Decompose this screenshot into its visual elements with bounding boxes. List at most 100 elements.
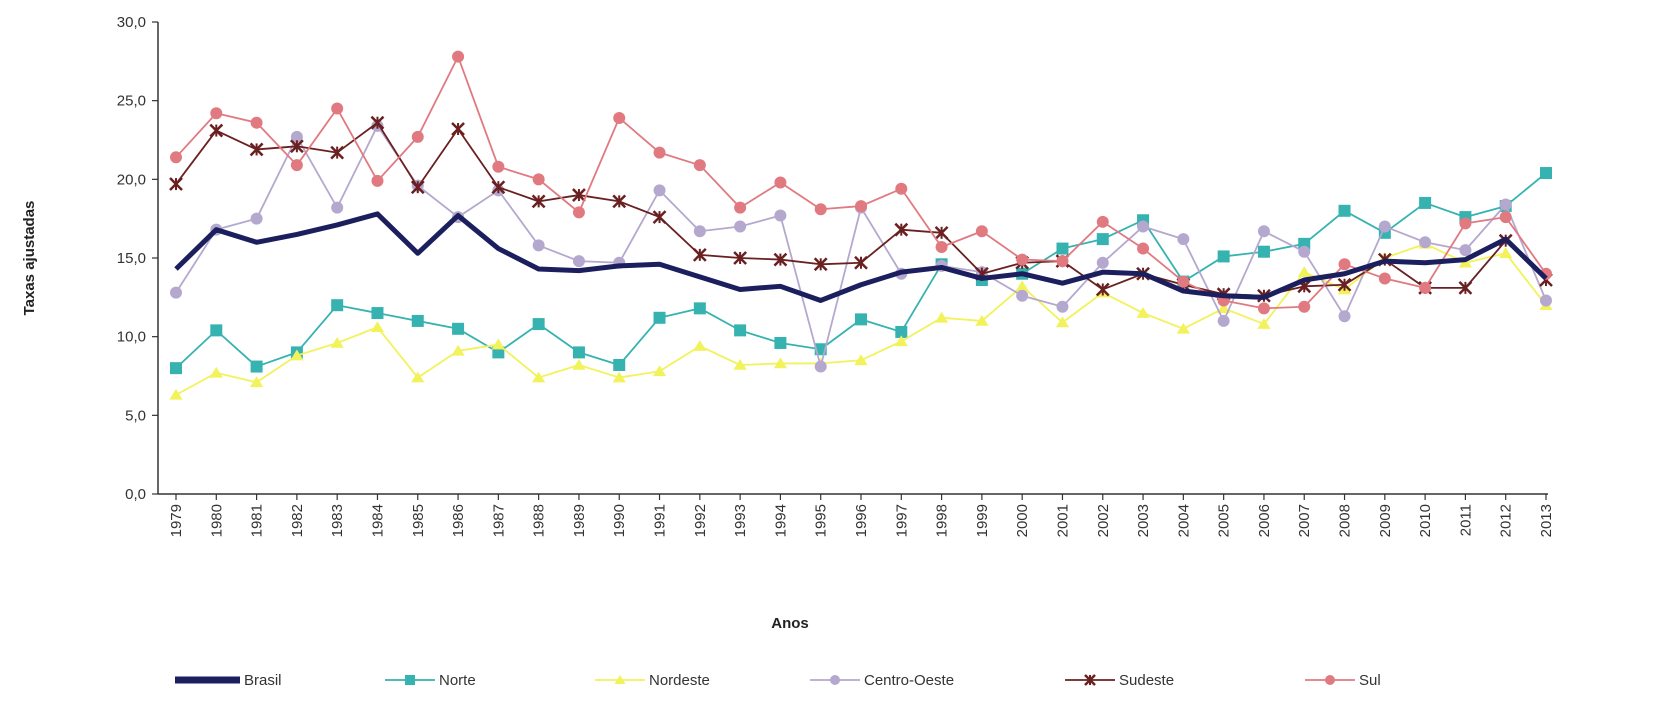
data-point-sul [492, 160, 505, 173]
data-point-nordeste [975, 314, 989, 326]
data-point-sul [1419, 281, 1432, 294]
x-tick-label: 1986 [450, 504, 467, 537]
data-point-norte [250, 360, 263, 373]
data-point-sudeste [894, 222, 909, 237]
data-point-centro-oeste [290, 130, 303, 143]
data-point-sul [532, 173, 545, 186]
x-tick-label: 1980 [208, 504, 225, 537]
data-point-nordeste [491, 338, 505, 350]
data-point-sudeste [692, 247, 707, 262]
data-point-nordeste [934, 311, 949, 323]
legend-item-centro-oeste: Centro-Oeste [810, 672, 954, 689]
data-point-sul [774, 176, 787, 189]
data-point-sul [975, 225, 988, 238]
series-brasil [174, 211, 1548, 303]
series-line-brasil [174, 211, 1548, 303]
data-point-nordeste [532, 371, 546, 383]
data-point-centro-oeste [1298, 245, 1311, 258]
x-tick-label: 2012 [1498, 504, 1515, 537]
data-point-sudeste [249, 142, 264, 157]
data-point-nordeste [1136, 307, 1150, 318]
legend-item-brasil: Brasil [175, 672, 282, 689]
y-tick-label: 0,0 [125, 486, 146, 503]
data-point-sudeste [491, 180, 506, 195]
data-point-norte [1540, 167, 1552, 180]
legend-item-norte: Norte [385, 672, 476, 689]
x-tick-label: 1993 [732, 504, 749, 537]
data-point-sudeste [410, 180, 425, 195]
data-point-nordeste [1297, 266, 1311, 277]
x-axis-title: Anos [771, 615, 809, 632]
data-point-norte [1096, 233, 1109, 246]
data-point-sul [613, 111, 626, 124]
data-point-norte [1257, 245, 1270, 258]
data-point-sul [1378, 272, 1391, 285]
data-point-sudeste [451, 122, 465, 136]
y-tick-label: 25,0 [117, 93, 146, 110]
data-point-nordeste [169, 388, 183, 400]
data-point-nordeste [854, 354, 868, 366]
data-point-nordeste [894, 335, 908, 347]
data-point-sul [935, 240, 948, 253]
data-point-sudeste [209, 123, 224, 138]
y-tick-label: 5,0 [125, 407, 146, 424]
data-point-nordeste [1257, 318, 1271, 329]
data-point-centro-oeste [1378, 220, 1391, 233]
data-point-sul [693, 159, 706, 172]
data-point-sul [855, 200, 867, 213]
x-tick-label: 2002 [1095, 504, 1112, 537]
legend-label: Nordeste [649, 672, 710, 689]
x-tick-label: 1998 [934, 504, 951, 537]
data-point-norte [371, 307, 384, 320]
x-tick-label: 1992 [692, 504, 709, 537]
data-point-sul [572, 206, 585, 219]
data-point-sul [1257, 302, 1270, 315]
data-point-norte [1056, 242, 1069, 255]
y-tick-label: 10,0 [117, 329, 146, 346]
data-point-sul [1056, 255, 1069, 268]
x-tick-label: 1982 [289, 504, 306, 537]
x-tick-label: 1981 [249, 504, 266, 537]
data-point-sudeste [1095, 282, 1110, 297]
data-point-sul [1137, 242, 1150, 255]
x-tick-label: 1979 [168, 504, 185, 537]
data-point-sudeste [289, 139, 304, 154]
x-tick-label: 1984 [369, 504, 386, 537]
data-point-nordeste [249, 376, 264, 388]
data-point-sul [1177, 275, 1190, 288]
data-point-nordeste [1217, 302, 1231, 314]
data-point-sudeste [1458, 281, 1473, 295]
series-layer [169, 50, 1553, 400]
data-point-norte [1217, 250, 1230, 263]
data-point-centro-oeste [1338, 310, 1351, 323]
data-point-centro-oeste [774, 209, 787, 222]
legend-label: Sul [1359, 672, 1381, 689]
data-point-sul [210, 107, 223, 120]
data-point-norte [693, 302, 706, 315]
y-tick-label: 20,0 [117, 171, 146, 188]
legend-swatch-marker [1325, 675, 1335, 685]
data-point-norte [331, 299, 344, 312]
data-point-sudeste [773, 252, 788, 267]
data-point-sudeste [1337, 277, 1352, 292]
data-point-centro-oeste [1257, 225, 1270, 238]
y-axis-title: Taxas ajustadas [21, 201, 38, 316]
data-point-sudeste [330, 145, 345, 160]
data-point-sul [734, 201, 747, 214]
data-point-centro-oeste [331, 201, 344, 214]
legend-item-nordeste: Nordeste [595, 672, 710, 689]
data-point-norte [411, 314, 424, 327]
x-tick-label: 1987 [490, 504, 507, 537]
data-point-sul [1499, 211, 1512, 224]
x-tick-label: 2011 [1457, 504, 1474, 536]
data-point-centro-oeste [1459, 244, 1472, 257]
legend-swatch-marker [405, 675, 415, 685]
data-point-norte [452, 322, 465, 335]
chart-legend: Brasil Norte Nordeste Centro-Oeste Sudeste Su… [175, 672, 1381, 689]
x-tick-label: 2009 [1377, 504, 1394, 537]
data-point-centro-oeste [814, 360, 827, 373]
data-point-nordeste [411, 371, 425, 383]
legend-swatch-marker [614, 675, 626, 684]
legend-label: Norte [439, 672, 476, 689]
x-tick-label: 1989 [571, 504, 588, 537]
